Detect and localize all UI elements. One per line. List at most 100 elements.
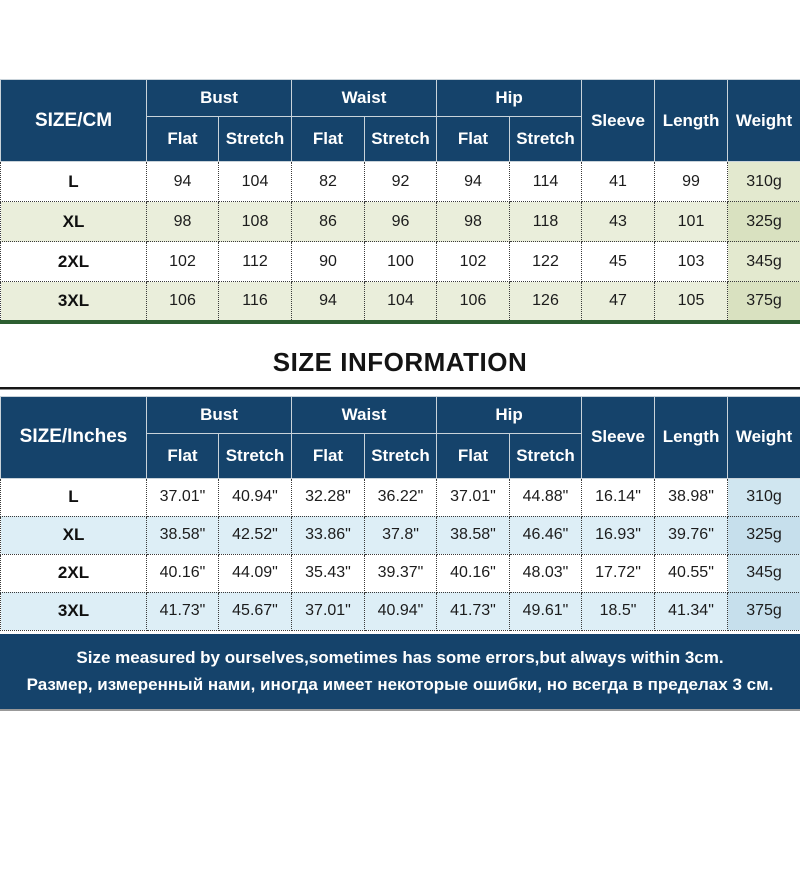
table-cell: 16.93" [582, 516, 655, 554]
table-cell: 105 [655, 282, 728, 322]
waist-stretch-header: Stretch [365, 433, 437, 478]
size-label-cell: L [1, 478, 147, 516]
hip-header: Hip [437, 80, 582, 117]
table-cell: 39.76" [655, 516, 728, 554]
table-cell: 106 [147, 282, 219, 322]
table-cell: 36.22" [365, 478, 437, 516]
hip-header: Hip [437, 396, 582, 433]
waist-flat-header: Flat [292, 433, 365, 478]
table-cell: 37.01" [437, 478, 510, 516]
table-cell: 106 [437, 282, 510, 322]
table-cell: 18.5" [582, 592, 655, 630]
table-cell: 17.72" [582, 554, 655, 592]
table-cell: 40.94" [365, 592, 437, 630]
weight-cell: 310g [728, 478, 800, 516]
table-cell: 16.14" [582, 478, 655, 516]
bust-flat-header: Flat [147, 433, 219, 478]
table-cell: 98 [437, 202, 510, 242]
size-table-cm: SIZE/CM Bust Waist Hip Sleeve Length Wei… [0, 79, 800, 324]
table-cell: 94 [147, 162, 219, 202]
waist-stretch-header: Stretch [365, 117, 437, 162]
table-cell: 33.86" [292, 516, 365, 554]
cm-header-group-row: SIZE/CM Bust Waist Hip Sleeve Length Wei… [1, 80, 800, 117]
table-cell: 114 [510, 162, 582, 202]
weight-cell: 325g [728, 202, 800, 242]
table-cell: 39.37" [365, 554, 437, 592]
sleeve-header: Sleeve [582, 396, 655, 478]
table-cell: 48.03" [510, 554, 582, 592]
weight-cell: 375g [728, 282, 800, 322]
table-cell: 40.94" [219, 478, 292, 516]
size-label-cell: 3XL [1, 282, 147, 322]
bust-stretch-header: Stretch [219, 117, 292, 162]
table-cell: 112 [219, 242, 292, 282]
table-row: 2XL 40.16" 44.09" 35.43" 39.37" 40.16" 4… [1, 554, 800, 592]
cm-corner-header: SIZE/CM [1, 80, 147, 162]
weight-cell: 345g [728, 242, 800, 282]
table-cell: 104 [219, 162, 292, 202]
table-row: XL 38.58" 42.52" 33.86" 37.8" 38.58" 46.… [1, 516, 800, 554]
table-cell: 41.34" [655, 592, 728, 630]
weight-header: Weight [728, 396, 800, 478]
waist-flat-header: Flat [292, 117, 365, 162]
table-row: L 37.01" 40.94" 32.28" 36.22" 37.01" 44.… [1, 478, 800, 516]
table-cell: 94 [292, 282, 365, 322]
waist-header: Waist [292, 80, 437, 117]
disclaimer-text-ru: Размер, измеренный нами, иногда имеет не… [27, 675, 774, 695]
table-cell: 32.28" [292, 478, 365, 516]
table-cell: 38.58" [147, 516, 219, 554]
table-cell: 44.88" [510, 478, 582, 516]
size-label-cell: XL [1, 202, 147, 242]
table-cell: 102 [147, 242, 219, 282]
size-label-cell: XL [1, 516, 147, 554]
table-cell: 41 [582, 162, 655, 202]
table-row: L 94 104 82 92 94 114 41 99 310g [1, 162, 800, 202]
size-table-inches: SIZE/Inches Bust Waist Hip Sleeve Length… [0, 396, 800, 631]
weight-cell: 325g [728, 516, 800, 554]
bust-header: Bust [147, 80, 292, 117]
disclaimer-text-en: Size measured by ourselves,sometimes has… [76, 648, 723, 668]
weight-cell: 345g [728, 554, 800, 592]
table-cell: 122 [510, 242, 582, 282]
weight-cell: 375g [728, 592, 800, 630]
table-cell: 99 [655, 162, 728, 202]
disclaimer-banner: Size measured by ourselves,sometimes has… [0, 634, 800, 711]
weight-cell: 310g [728, 162, 800, 202]
table-row: 3XL 106 116 94 104 106 126 47 105 375g [1, 282, 800, 322]
inch-header-group-row: SIZE/Inches Bust Waist Hip Sleeve Length… [1, 396, 800, 433]
size-label-cell: 2XL [1, 242, 147, 282]
table-cell: 100 [365, 242, 437, 282]
divider-rule [0, 387, 800, 390]
table-cell: 45 [582, 242, 655, 282]
inch-corner-header: SIZE/Inches [1, 396, 147, 478]
table-cell: 116 [219, 282, 292, 322]
table-cell: 35.43" [292, 554, 365, 592]
size-label-cell: L [1, 162, 147, 202]
table-cell: 102 [437, 242, 510, 282]
table-row: 3XL 41.73" 45.67" 37.01" 40.94" 41.73" 4… [1, 592, 800, 630]
table-cell: 46.46" [510, 516, 582, 554]
table-cell: 49.61" [510, 592, 582, 630]
table-cell: 104 [365, 282, 437, 322]
hip-stretch-header: Stretch [510, 117, 582, 162]
table-cell: 118 [510, 202, 582, 242]
length-header: Length [655, 80, 728, 162]
bust-header: Bust [147, 396, 292, 433]
sleeve-header: Sleeve [582, 80, 655, 162]
table-cell: 37.01" [292, 592, 365, 630]
table-cell: 47 [582, 282, 655, 322]
bust-flat-header: Flat [147, 117, 219, 162]
table-cell: 41.73" [147, 592, 219, 630]
table-cell: 40.16" [437, 554, 510, 592]
table-cell: 82 [292, 162, 365, 202]
weight-header: Weight [728, 80, 800, 162]
table-cell: 108 [219, 202, 292, 242]
table-row: XL 98 108 86 96 98 118 43 101 325g [1, 202, 800, 242]
table-cell: 37.8" [365, 516, 437, 554]
hip-flat-header: Flat [437, 433, 510, 478]
table-row: 2XL 102 112 90 100 102 122 45 103 345g [1, 242, 800, 282]
table-cell: 40.16" [147, 554, 219, 592]
table-cell: 92 [365, 162, 437, 202]
size-label-cell: 3XL [1, 592, 147, 630]
table-cell: 98 [147, 202, 219, 242]
